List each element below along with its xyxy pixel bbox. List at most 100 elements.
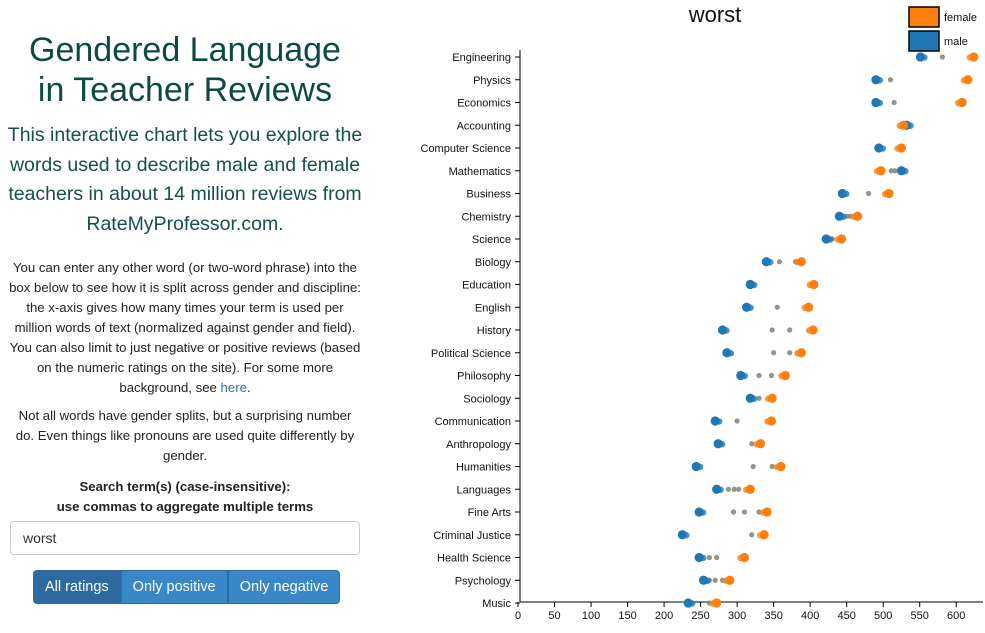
female-point-minor	[722, 577, 730, 584]
female-point-minor	[805, 327, 813, 334]
note-text: Not all words have gender splits, but a …	[15, 408, 355, 463]
y-tick-label-languages: Languages	[457, 484, 512, 496]
y-tick-label-science: Science	[472, 234, 511, 246]
female-point-minor	[737, 554, 744, 562]
female-point-minor	[954, 99, 962, 107]
female-point-minor	[896, 122, 903, 129]
gray-point	[891, 99, 897, 106]
male-point-minor	[876, 77, 884, 84]
male-point-minor	[747, 304, 754, 311]
title-line-1: Gendered Language	[29, 31, 341, 69]
gray-point	[750, 463, 756, 470]
search-label-line-1: Search term(s) (case-insensitive):	[79, 479, 291, 494]
male-point-minor	[840, 213, 847, 220]
y-tick-label-physics: Physics	[473, 75, 511, 87]
y-tick-label-economics: Economics	[457, 98, 511, 110]
male-point-minor	[907, 122, 914, 129]
male-point-minor	[751, 395, 758, 402]
title-line-2: in Teacher Reviews	[37, 71, 333, 109]
female-point-minor	[778, 372, 785, 380]
female-point-minor	[753, 441, 760, 448]
female-point-minor	[873, 168, 881, 175]
x-tick-label: 150	[618, 610, 636, 622]
y-tick-label-business: Business	[466, 189, 511, 201]
gray-point	[888, 168, 894, 174]
y-tick-label-political-science: Political Science	[431, 348, 511, 360]
y-tick-label-english: English	[475, 302, 511, 314]
female-point-minor	[894, 145, 901, 152]
male-point-minor	[727, 350, 735, 357]
gray-point	[939, 54, 945, 60]
gray-point	[749, 532, 755, 538]
y-tick-label-chemistry: Chemistry	[461, 211, 511, 223]
filter-button-only-negative[interactable]: Only negative	[227, 570, 341, 604]
y-tick-label-anthropology: Anthropology	[446, 439, 511, 451]
chart-area: worst 0 50 100 150 200 250 300 350 400 450 500 550 60…	[370, 0, 985, 628]
female-point-minor	[960, 77, 968, 84]
gray-point	[734, 418, 740, 424]
search-input[interactable]	[10, 521, 360, 555]
page-title: Gendered Language in Teacher Reviews	[0, 30, 370, 110]
y-tick-label-fine-arts: Fine Arts	[468, 507, 512, 519]
male-point-minor	[718, 441, 726, 448]
y-tick-label-accounting: Accounting	[457, 120, 511, 132]
female-point-minor	[756, 532, 764, 539]
gray-point	[787, 327, 793, 333]
x-tick-label: 350	[764, 610, 782, 622]
rating-filter-group: All ratings Only positive Only negative	[33, 570, 341, 604]
female-point-minor	[743, 486, 750, 493]
male-point-minor	[723, 327, 730, 334]
female-point-minor	[773, 463, 781, 471]
description-body: You can enter any other word (or two-wor…	[9, 260, 361, 395]
gray-point	[712, 577, 718, 583]
gray-point	[768, 372, 775, 379]
male-point-minor	[751, 281, 758, 289]
x-tick-label: 0	[515, 610, 521, 622]
chart-title: worst	[688, 2, 742, 27]
dot-chart: worst 0 50 100 150 200 250 300 350 400 450 500 550 60…	[421, 2, 983, 622]
x-tick-label: 500	[874, 610, 892, 622]
gray-point	[730, 509, 737, 515]
female-point-minor	[966, 54, 973, 61]
male-point-minor	[843, 190, 850, 198]
female-point-minor	[709, 600, 716, 607]
x-tick-label: 300	[728, 610, 746, 622]
male-point-minor	[717, 486, 724, 493]
description-end: .	[246, 380, 251, 395]
legend-label-male: male	[944, 36, 968, 48]
legend-label-female: female	[944, 12, 977, 24]
y-tick-label-humanities: Humanities	[456, 462, 512, 474]
female-point-minor	[881, 190, 889, 198]
gray-point	[769, 327, 775, 333]
x-tick-label: 250	[691, 610, 709, 622]
male-point-minor	[716, 418, 723, 425]
gray-point	[725, 486, 731, 492]
male-point-minor	[697, 463, 704, 471]
background-link[interactable]: here	[220, 380, 247, 395]
male-point-minor	[767, 259, 774, 266]
y-tick-label-music: Music	[482, 598, 511, 610]
gray-point	[787, 350, 793, 356]
male-point-minor	[741, 372, 748, 380]
female-point-minor	[759, 509, 767, 516]
gray-point	[731, 486, 737, 492]
y-tick-label-engineering: Engineering	[452, 52, 511, 64]
intro-text: This interactive chart lets you explore …	[7, 124, 363, 235]
male-point-minor	[827, 236, 834, 243]
gray-point	[714, 554, 720, 561]
male-point-minor	[921, 54, 928, 61]
x-tick-label: 50	[548, 610, 560, 622]
filter-button-all-ratings[interactable]: All ratings	[33, 570, 121, 604]
y-tick-label-computer-science: Computer Science	[421, 143, 512, 155]
female-point-minor	[794, 259, 801, 266]
x-tick-label: 400	[801, 610, 819, 622]
legend: female male	[908, 6, 977, 52]
filter-button-only-positive[interactable]: Only positive	[120, 570, 228, 604]
gray-point	[735, 486, 742, 492]
gray-point	[749, 441, 755, 447]
y-tick-label-philosophy: Philosophy	[457, 371, 511, 383]
description-text: You can enter any other word (or two-wor…	[8, 258, 362, 398]
female-point-minor	[801, 304, 808, 311]
male-point-minor	[699, 554, 707, 562]
gray-point	[741, 509, 748, 515]
